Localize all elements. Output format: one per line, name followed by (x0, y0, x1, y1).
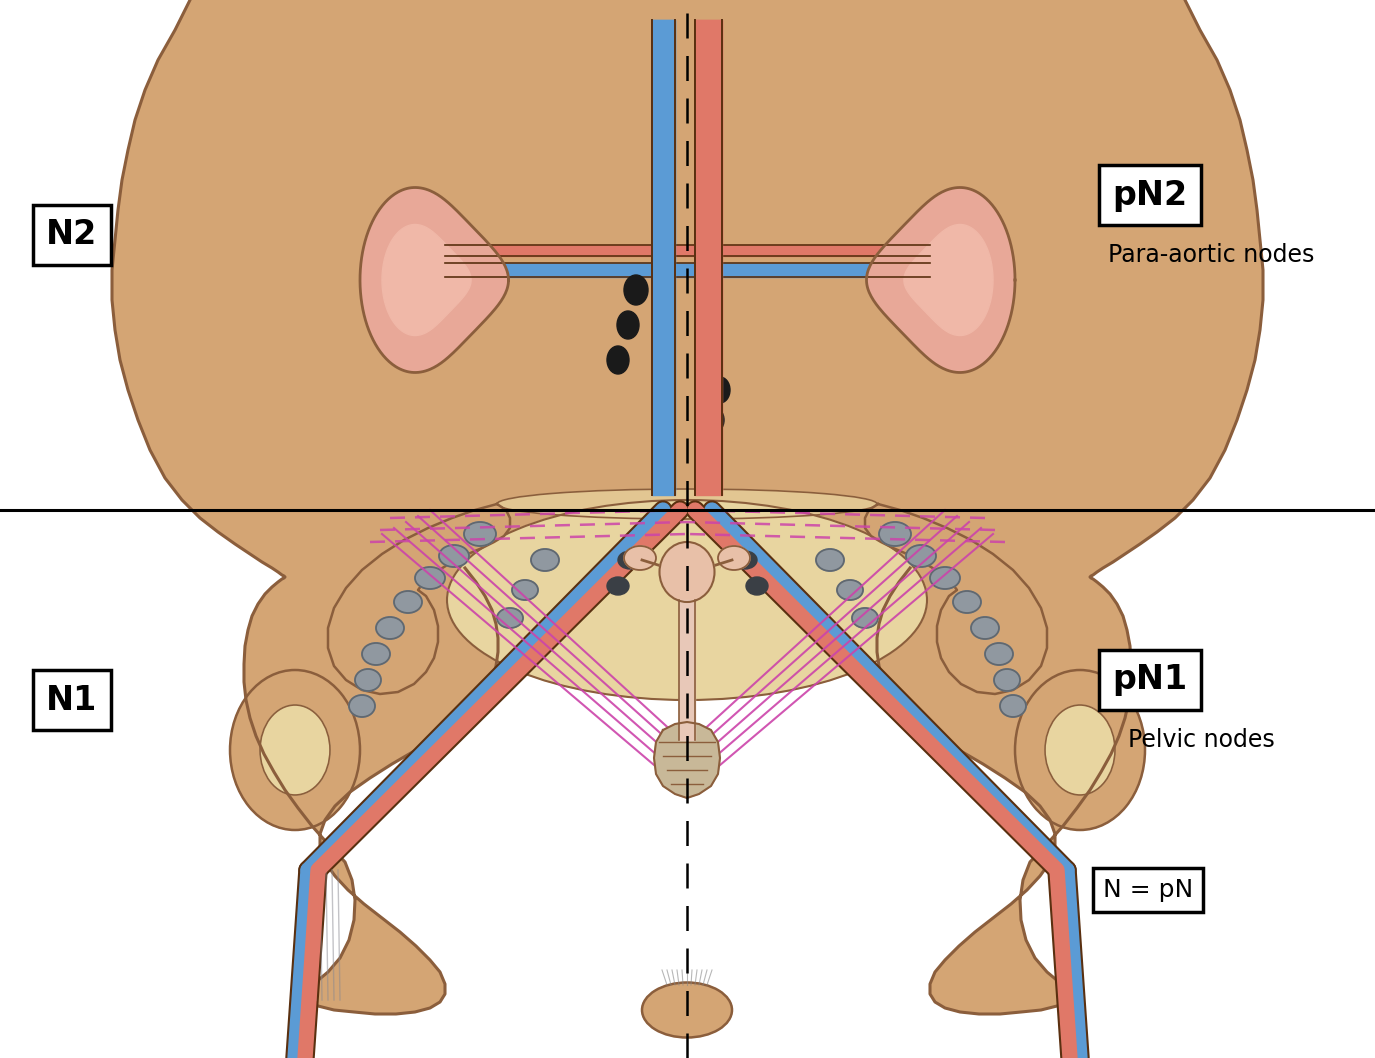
Polygon shape (654, 722, 720, 798)
Ellipse shape (747, 577, 769, 595)
Polygon shape (446, 263, 652, 277)
Polygon shape (111, 0, 1264, 1014)
Ellipse shape (704, 407, 725, 433)
Ellipse shape (349, 695, 375, 717)
Polygon shape (382, 224, 472, 335)
Polygon shape (652, 20, 675, 495)
Text: Para-aortic nodes: Para-aortic nodes (1108, 243, 1314, 267)
Ellipse shape (994, 669, 1020, 691)
Ellipse shape (606, 346, 628, 373)
Ellipse shape (531, 549, 560, 571)
Ellipse shape (447, 500, 927, 700)
Ellipse shape (617, 311, 639, 339)
Ellipse shape (439, 545, 469, 567)
Ellipse shape (496, 608, 522, 628)
Polygon shape (866, 187, 1015, 372)
Polygon shape (360, 187, 509, 372)
Ellipse shape (415, 567, 446, 589)
Ellipse shape (852, 608, 879, 628)
Ellipse shape (837, 580, 864, 600)
Ellipse shape (930, 567, 960, 589)
Ellipse shape (953, 591, 980, 613)
Ellipse shape (606, 577, 628, 595)
Text: N = pN: N = pN (1103, 878, 1194, 902)
Polygon shape (652, 20, 675, 490)
Polygon shape (694, 20, 722, 495)
Ellipse shape (375, 617, 404, 639)
Text: N1: N1 (47, 683, 98, 716)
Ellipse shape (395, 591, 422, 613)
Text: pN1: pN1 (1112, 663, 1188, 696)
Ellipse shape (260, 705, 330, 795)
Ellipse shape (512, 580, 538, 600)
Ellipse shape (1000, 695, 1026, 717)
Ellipse shape (230, 670, 360, 829)
Text: N2: N2 (47, 219, 98, 252)
Ellipse shape (660, 542, 715, 602)
Polygon shape (694, 20, 722, 490)
Polygon shape (903, 224, 993, 335)
Ellipse shape (718, 546, 749, 570)
Ellipse shape (355, 669, 381, 691)
Ellipse shape (496, 489, 877, 519)
Ellipse shape (815, 549, 844, 571)
Polygon shape (865, 504, 1046, 694)
Ellipse shape (984, 643, 1013, 665)
Polygon shape (446, 244, 694, 255)
Ellipse shape (624, 275, 648, 305)
Ellipse shape (971, 617, 1000, 639)
Ellipse shape (879, 522, 912, 546)
Polygon shape (329, 504, 510, 694)
Ellipse shape (617, 551, 642, 569)
Ellipse shape (1015, 670, 1145, 829)
Text: pN2: pN2 (1112, 179, 1188, 212)
Ellipse shape (642, 983, 732, 1038)
Ellipse shape (463, 522, 496, 546)
Polygon shape (675, 263, 930, 277)
Ellipse shape (733, 551, 758, 569)
Ellipse shape (906, 545, 936, 567)
Ellipse shape (1045, 705, 1115, 795)
Ellipse shape (362, 643, 390, 665)
Text: Pelvic nodes: Pelvic nodes (1128, 728, 1275, 752)
Ellipse shape (710, 377, 730, 403)
Polygon shape (679, 600, 694, 740)
Polygon shape (722, 244, 930, 255)
Ellipse shape (624, 546, 656, 570)
